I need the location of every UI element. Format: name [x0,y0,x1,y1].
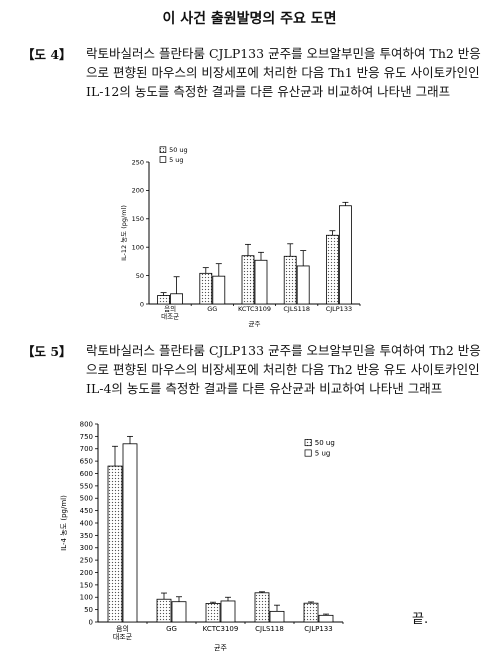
y-tick-label: 200 [132,187,144,195]
y-axis-title: IL-4 농도 (pg/ml) [60,495,68,551]
y-tick-label: 750 [80,433,93,441]
figure-4-label: 【도 4】 [22,47,72,62]
legend-swatch [304,439,312,447]
bar-series2 [220,600,236,623]
figure-5-description: 락토바실러스 플란타룸 CJLP133 균주를 오브알부민을 투여하여 Th2 … [86,343,481,396]
y-tick-label: 400 [80,519,93,527]
x-tick-label: CJLS118 [283,305,310,313]
bar-series2 [212,275,226,305]
bar-series2 [254,259,268,305]
x-axis-title: 균주 [214,644,227,652]
legend-label: 50 ug [315,439,335,447]
bar-series1 [156,598,172,623]
bar-series1 [205,603,221,623]
y-tick-label: 650 [80,458,93,466]
bar-series1 [325,234,339,305]
bar-series1 [157,295,171,305]
x-tick-label: GG [166,625,177,633]
bar-series2 [296,265,310,305]
page-title: 이 사건 출원발명의 주요 도면 [162,11,337,27]
bar-series2 [318,614,334,623]
legend-label: 5 ug [315,450,331,458]
x-tick-label: CJLP133 [304,625,332,633]
x-tick-label: 음의 대조군 [161,304,179,320]
y-tick-label: 0 [140,300,144,308]
y-tick-label: 550 [80,482,93,490]
legend-label: 50 ug [169,146,188,154]
x-tick-label: GG [207,305,217,313]
x-tick-label: KCTC3109 [238,305,271,313]
y-axis-title: IL-12 농도 (pg/ml) [120,205,128,261]
y-tick-label: 50 [136,272,144,280]
y-tick-label: 100 [80,594,93,602]
bar-series2 [122,443,138,623]
bar-series1 [254,592,270,623]
bar-series2 [269,610,285,623]
y-tick-label: 250 [132,158,144,166]
legend-swatch [159,146,167,154]
bar-series1 [241,255,255,305]
bar-series2 [338,205,352,305]
y-tick-label: 450 [80,507,93,515]
end-mark: 끝. [412,612,429,627]
x-tick-label: CJLP133 [326,305,352,313]
y-tick-label: 150 [132,215,144,223]
y-tick-label: 0 [89,618,93,626]
chart-il12: 0 50 100 150 200 250 IL-12 농도 (pg/ml) 균주 음의 대조군 GG… [120,146,361,328]
figure-5-label: 【도 5】 [22,344,72,359]
y-tick-label: 250 [80,557,93,565]
bar-series1 [283,255,297,305]
x-axis-title: 균주 [249,320,261,328]
x-tick-label: KCTC3109 [203,625,239,633]
y-tick-label: 600 [80,470,93,478]
legend-label: 5 ug [169,156,183,164]
y-tick-label: 200 [80,569,93,577]
y-tick-label: 700 [80,445,93,453]
y-tick-label: 50 [84,606,93,614]
figure-4-description: 락토바실러스 플란타룸 CJLP133 균주를 오브알부민을 투여하여 Th2 … [86,46,481,99]
bar-series1 [199,272,213,305]
x-tick-label: 음의 대조군 [113,624,133,641]
bar-series2 [171,601,187,623]
y-tick-label: 500 [80,495,93,503]
bar-series1 [107,465,123,623]
bar-series2 [170,293,184,305]
legend-swatch [304,449,312,457]
y-tick-label: 800 [80,420,93,428]
legend-swatch [159,156,167,163]
y-tick-label: 100 [132,243,144,251]
y-tick-label: 300 [80,544,93,552]
y-tick-label: 150 [80,581,93,589]
chart-il4: 0 50 100 150 200 250 300 350 400 450 500 550 600 650 7… [60,420,344,652]
bar-series1 [303,602,319,623]
x-tick-label: CJLS118 [255,625,284,633]
y-tick-label: 350 [80,532,93,540]
